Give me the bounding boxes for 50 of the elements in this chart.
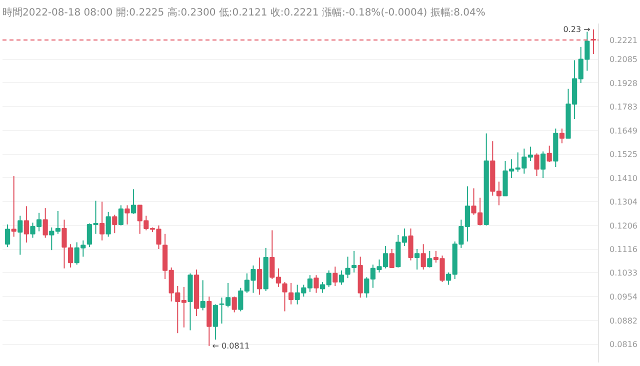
- y-tick-label: 0.0954: [610, 292, 638, 302]
- candlestick: [232, 296, 237, 313]
- ref-line-label: 0.2221: [610, 36, 638, 45]
- y-tick-label: 0.1304: [610, 198, 638, 207]
- candlestick: [257, 257, 262, 296]
- candlestick: [99, 201, 105, 241]
- candlestick: [540, 150, 546, 178]
- y-tick-label: 0.2085: [610, 55, 638, 64]
- y-tick-label: 0.1410: [610, 174, 638, 183]
- y-tick-label: 0.1116: [610, 245, 638, 254]
- y-tick-label: 0.0882: [610, 316, 638, 326]
- candlestick: [427, 250, 432, 268]
- candlestick: [546, 145, 552, 163]
- chart-title: 時間2022-08-18 08:00 開:0.2225 高:0.2300 低:0.2121 收:0.2221 漲幅:-0.18%(-0.0004) 振幅:8.04%: [2, 6, 486, 18]
- candlestick: [414, 248, 420, 270]
- candlestick: [18, 215, 23, 256]
- candlestick: [124, 204, 130, 225]
- y-tick-label: 0.1033: [610, 268, 638, 278]
- candlestick: [62, 219, 67, 269]
- candlestick: [282, 282, 288, 312]
- candlestick: [118, 204, 124, 226]
- annotation: 0.23 →: [563, 24, 591, 34]
- candlestick: [106, 211, 111, 238]
- candlestick: [11, 176, 16, 238]
- y-tick-label: 0.1206: [610, 221, 638, 230]
- candlestick: [112, 214, 118, 234]
- candlestick: [534, 152, 540, 177]
- candlestick: [24, 206, 29, 244]
- candlestick: [332, 266, 338, 286]
- candlestick: [420, 244, 426, 270]
- candlestick: [408, 228, 414, 261]
- candlestick: [345, 256, 350, 279]
- candlestick: [389, 248, 394, 268]
- candlestick: [4, 224, 10, 248]
- candlestick: [338, 270, 344, 286]
- candlestick: [352, 250, 357, 273]
- candlestick: [130, 188, 136, 214]
- candlestick: [200, 280, 206, 311]
- candlestick: [559, 128, 565, 144]
- y-tick-label: 0.0816: [610, 340, 638, 350]
- y-tick-label: 0.1525: [610, 150, 638, 160]
- candlestick: [68, 244, 74, 268]
- y-tick-label: 0.1928: [610, 78, 638, 88]
- candlestick: [42, 208, 48, 238]
- candlestick: [288, 282, 294, 305]
- annotation: ← 0.0811: [212, 341, 250, 350]
- y-tick-label: 0.1649: [610, 126, 638, 136]
- y-tick-label: 0.1783: [610, 102, 638, 112]
- candlestick: [314, 274, 319, 294]
- candlestick: [212, 304, 218, 340]
